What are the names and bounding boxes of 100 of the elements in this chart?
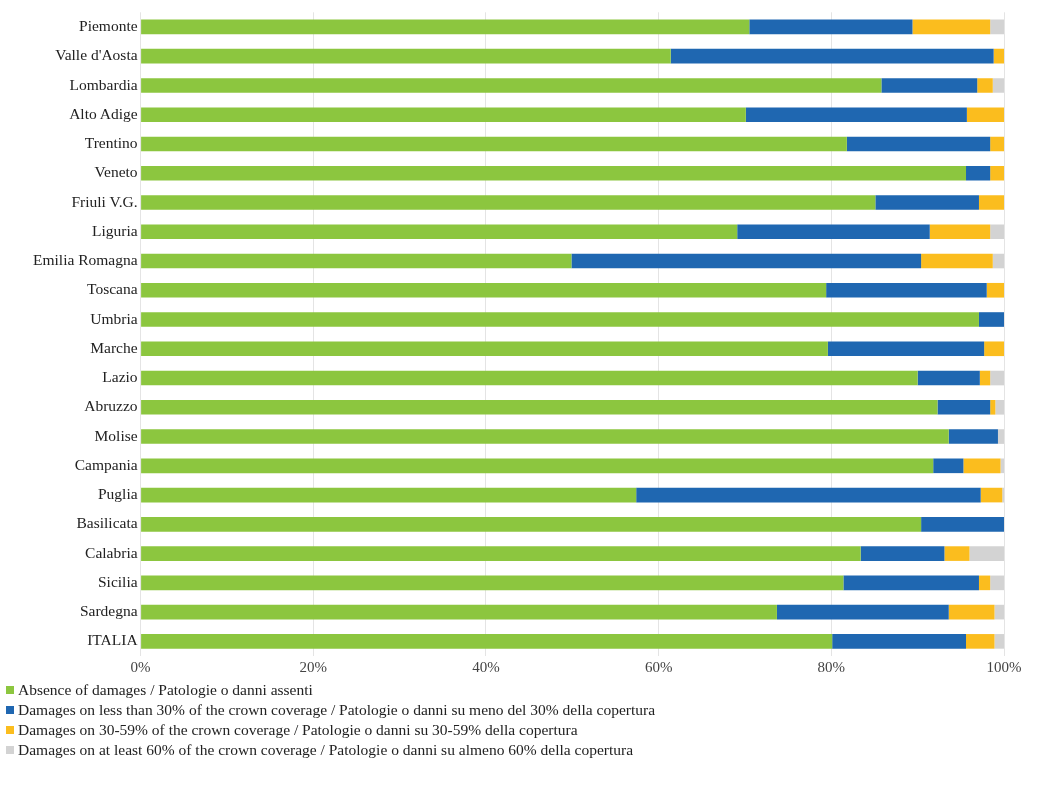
- legend-label: Absence of damages / Patologie o danni assenti: [18, 680, 313, 700]
- bar: [843, 575, 979, 591]
- y-tick-label: Campania: [74, 455, 138, 473]
- y-tick-label: Marche: [90, 338, 138, 356]
- bar: [990, 19, 1004, 35]
- bar: [141, 517, 922, 532]
- bar: [966, 634, 995, 649]
- bar: [984, 341, 1004, 357]
- bar: [990, 165, 1004, 181]
- bar: [141, 429, 949, 444]
- bar: [990, 399, 996, 415]
- x-tick-label: 0%: [130, 658, 151, 675]
- x-tick-label: 100%: [986, 658, 1022, 675]
- bar: [978, 312, 1004, 327]
- bar: [979, 370, 991, 386]
- bar: [749, 19, 913, 35]
- y-tick-label: Puglia: [97, 485, 138, 503]
- y-tick-label: Veneto: [94, 163, 138, 181]
- bar: [141, 458, 934, 474]
- bar: [141, 341, 828, 357]
- bar: [994, 604, 1004, 620]
- bar: [141, 312, 979, 327]
- y-tick-label: Umbria: [90, 309, 138, 327]
- bar: [997, 429, 1004, 444]
- bar: [141, 575, 844, 591]
- bar: [141, 136, 847, 152]
- bar: [141, 195, 876, 210]
- bar: [636, 487, 981, 503]
- bar: [990, 224, 1004, 240]
- y-tick-label: Lombardia: [69, 75, 138, 93]
- bar: [977, 78, 993, 93]
- bar: [966, 165, 991, 181]
- x-tick-label: 60%: [644, 658, 673, 675]
- y-tick-label: Calabria: [85, 543, 138, 561]
- bar: [978, 575, 991, 591]
- y-tick-label: Emilia Romagna: [32, 251, 138, 269]
- bar: [832, 634, 967, 649]
- y-tick-label: Basilicata: [76, 514, 138, 532]
- y-tick-label: Trentino: [84, 134, 138, 152]
- bar: [933, 458, 964, 474]
- bar: [745, 107, 967, 123]
- bar: [141, 78, 882, 93]
- bar: [141, 224, 738, 240]
- bar: [141, 634, 833, 649]
- y-tick-label: Molise: [94, 426, 138, 444]
- y-tick-label: Liguria: [91, 221, 138, 239]
- bar: [948, 429, 998, 444]
- bar: [141, 48, 671, 64]
- bar: [990, 370, 1004, 386]
- bar: [846, 136, 991, 152]
- bar: [141, 282, 827, 298]
- y-tick-label: Piemonte: [79, 17, 138, 35]
- y-tick-label: Abruzzo: [84, 397, 138, 415]
- bar: [881, 78, 978, 93]
- bar: [737, 224, 930, 240]
- bar: [986, 282, 1004, 298]
- bar: [860, 546, 945, 561]
- bar: [141, 546, 861, 561]
- bar: [948, 604, 995, 620]
- legend-label: Damages on less than 30% of the crown coverage / Patologie o danni su meno del 30% della copertura: [18, 700, 656, 720]
- bar: [937, 399, 991, 415]
- bar: [141, 19, 750, 35]
- bar: [912, 19, 991, 35]
- bar: [921, 253, 993, 269]
- bar: [992, 78, 1004, 93]
- y-tick-label: Sardegna: [79, 602, 138, 620]
- y-tick-label: Sicilia: [97, 572, 138, 590]
- bar: [141, 399, 938, 415]
- bar: [875, 195, 979, 210]
- legend-label: Damages on at least 60% of the crown coverage / Patologie o danni su almeno 60% della copertura: [18, 740, 634, 760]
- y-tick-label: ITALIA: [87, 631, 139, 649]
- legend-label: Damages on 30-59% of the crown coverage / Patologie o danni su 30-59% della copertura: [18, 720, 578, 740]
- x-tick-label: 40%: [472, 658, 500, 675]
- bar: [141, 253, 572, 269]
- bar: [826, 282, 987, 298]
- bar: [571, 253, 922, 269]
- bar: [917, 370, 980, 386]
- bar: [969, 546, 1004, 561]
- bar: [966, 107, 1004, 123]
- bar: [141, 370, 918, 386]
- bar: [141, 107, 746, 123]
- bar: [921, 517, 1004, 532]
- bar: [993, 48, 1004, 64]
- bar: [141, 165, 967, 181]
- bar: [776, 604, 949, 620]
- y-tick-label: Lazio: [102, 368, 138, 386]
- y-tick-label: Valle d'Aosta: [55, 46, 138, 64]
- x-tick-label: 80%: [817, 658, 846, 675]
- bar: [827, 341, 985, 357]
- y-tick-label: Friuli V.G.: [71, 192, 138, 210]
- bar: [994, 634, 1004, 649]
- y-tick-label: Alto Adige: [69, 104, 138, 122]
- x-tick-label: 20%: [299, 658, 328, 675]
- bar: [141, 487, 637, 503]
- bar: [670, 48, 994, 64]
- bar: [992, 253, 1004, 269]
- bar: [980, 487, 1003, 503]
- y-tick-label: Toscana: [87, 280, 138, 298]
- bar: [944, 546, 970, 561]
- bar: [141, 604, 777, 620]
